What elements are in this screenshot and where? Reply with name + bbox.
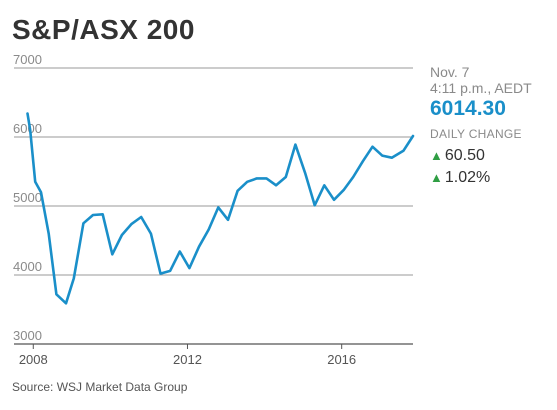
daily-change-label: DAILY CHANGE	[430, 127, 522, 141]
quote-time: 4:11 p.m., AEDT	[430, 80, 532, 96]
gridlines	[14, 67, 413, 345]
change-percent-row: ▲ 1.02%	[430, 168, 532, 188]
y-tick-label: 4000	[13, 259, 42, 274]
change-points-row: ▲ 60.50	[430, 146, 532, 166]
quote-date: Nov. 7	[430, 64, 470, 80]
y-tick-labels: 7000 6000 5000 4000 3000	[13, 52, 42, 343]
change-percent: 1.02%	[444, 169, 491, 186]
y-tick-label: 3000	[13, 328, 42, 343]
up-arrow-icon: ▲	[430, 170, 443, 185]
x-tick-labels: 2008 2012 2016	[19, 344, 356, 367]
quote-value: 6014.30	[430, 97, 506, 120]
change-points: 60.50	[444, 147, 485, 164]
series-line	[26, 112, 415, 305]
y-tick-label: 7000	[13, 52, 42, 67]
up-arrow-icon: ▲	[430, 148, 443, 163]
x-tick-label: 2016	[327, 352, 356, 367]
x-tick-label: 2012	[173, 352, 202, 367]
source-note: Source: WSJ Market Data Group	[12, 380, 188, 394]
x-tick-label: 2008	[19, 352, 48, 367]
quote-panel: Nov. 7 4:11 p.m., AEDT 6014.30 DAILY CHA…	[430, 64, 532, 188]
y-tick-label: 6000	[13, 121, 42, 136]
chart-title: S&P/ASX 200	[12, 14, 195, 45]
y-tick-label: 5000	[13, 190, 42, 205]
